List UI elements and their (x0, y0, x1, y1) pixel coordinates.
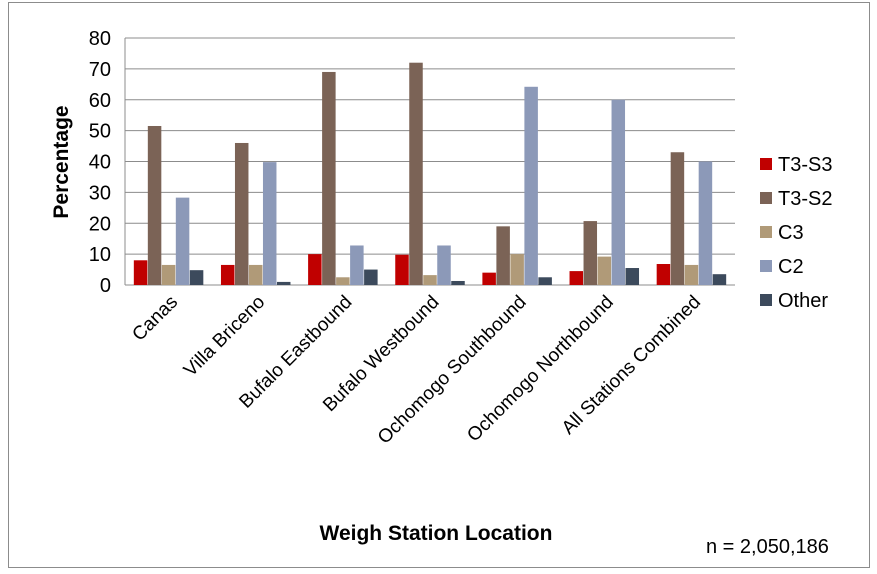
bars (133, 62, 727, 286)
legend: T3-S3 T3-S2 C3 C2 Other (760, 154, 832, 312)
y-tick-label: 0 (100, 275, 111, 297)
bar-t3-s3 (569, 271, 584, 285)
legend-swatch (760, 192, 772, 204)
bar-other (538, 277, 552, 285)
bar-c2 (611, 99, 626, 285)
legend-swatch (760, 294, 772, 306)
bar-other (364, 269, 378, 285)
legend-label: T3-S2 (778, 188, 832, 210)
legend-swatch (760, 260, 772, 272)
bar-other (625, 268, 640, 285)
y-tick-labels: 0 10 20 30 40 50 60 70 80 (89, 28, 111, 297)
sample-size-note: n = 2,050,186 (706, 536, 829, 558)
bar-c3 (423, 275, 437, 285)
bar-t3-s3 (133, 260, 148, 285)
bar-c2 (262, 162, 277, 285)
bar-t3-s2 (409, 62, 423, 286)
bar-t3-s2 (496, 226, 510, 285)
bar-t3-s2 (322, 71, 336, 286)
y-tick-label: 50 (89, 121, 111, 143)
legend-swatch (760, 226, 772, 238)
legend-swatch (760, 158, 772, 170)
legend-label: Other (778, 290, 828, 312)
bar-c3 (336, 277, 350, 285)
bar-t3-s3 (656, 264, 671, 285)
y-tick-label: 30 (89, 182, 111, 204)
bar-c3 (684, 264, 699, 285)
bar-t3-s3 (220, 264, 235, 285)
x-tick-label: Ochomogo Southbound (374, 292, 531, 449)
x-tick-label: Ochomogo Northbound (463, 292, 618, 447)
bar-c2 (524, 86, 538, 285)
bar-t3-s3 (395, 254, 409, 285)
bar-t3-s2 (670, 152, 685, 285)
bar-t3-s2 (147, 125, 162, 286)
y-tick-label: 10 (89, 244, 111, 266)
bar-t3-s3 (308, 254, 322, 285)
bar-other (189, 270, 204, 285)
bar-c2 (698, 161, 713, 285)
bar-c3 (597, 256, 612, 285)
legend-label: T3-S3 (778, 154, 832, 176)
bar-c3 (248, 264, 263, 285)
bar-other (451, 280, 465, 285)
bar-t3-s2 (583, 221, 598, 285)
y-tick-label: 70 (89, 59, 111, 81)
bar-t3-s2 (234, 142, 249, 285)
y-tick-label: 20 (89, 213, 111, 235)
legend-label: C2 (778, 256, 804, 278)
bar-other (276, 281, 291, 285)
x-axis-title: Weigh Station Location (320, 522, 553, 545)
bar-c2 (350, 245, 364, 285)
y-axis-title: Percentage (50, 105, 73, 218)
bar-c2 (175, 197, 190, 285)
bar-other (712, 274, 727, 285)
legend-label: C3 (778, 222, 804, 244)
gridlines (124, 37, 735, 286)
x-tick-label: Canas (128, 292, 182, 346)
bar-t3-s3 (482, 272, 496, 285)
bar-c2 (437, 245, 451, 285)
x-tick-label: Villa Briceno (180, 292, 269, 381)
y-tick-label: 40 (89, 152, 111, 174)
bar-c3 (161, 264, 176, 285)
y-tick-label: 80 (89, 28, 111, 50)
y-tick-label: 60 (89, 90, 111, 112)
bar-c3 (510, 254, 524, 285)
